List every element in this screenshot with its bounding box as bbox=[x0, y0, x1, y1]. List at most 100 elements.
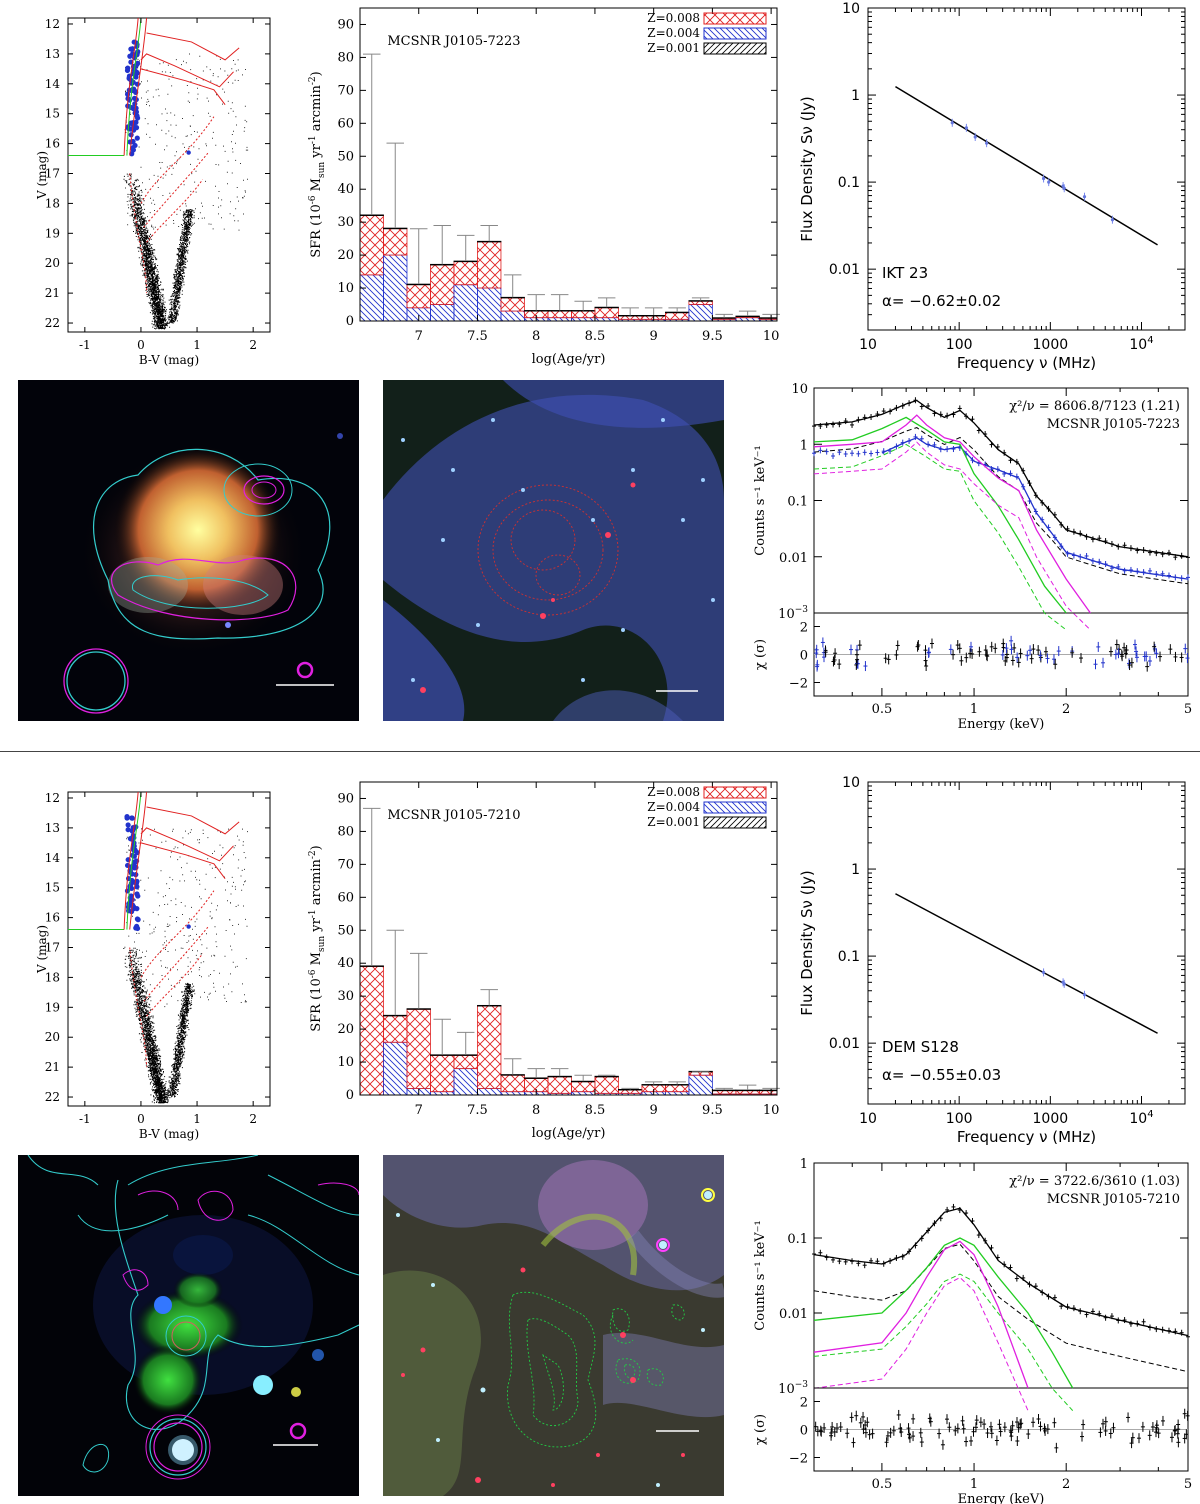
chart-title: MCSNR J0105-7223 bbox=[387, 34, 520, 49]
isochrone-dashed bbox=[143, 152, 209, 228]
sfr-bar bbox=[618, 1088, 643, 1091]
blue-star-point bbox=[130, 121, 136, 127]
legend-swatch bbox=[703, 801, 767, 814]
sfr-bar bbox=[594, 1076, 619, 1094]
x-tick-label: 7 bbox=[415, 329, 423, 344]
y-tick-label: 0.01 bbox=[829, 262, 860, 278]
y-axis-label-part: arcmin bbox=[309, 84, 324, 135]
y-tick-label: 18 bbox=[45, 196, 60, 210]
blue-star-point bbox=[129, 46, 136, 52]
y-tick-label: 13 bbox=[45, 821, 60, 835]
chart-title: MCSNR J0105-7223 bbox=[1047, 417, 1180, 432]
y-axis-label-part: -6 bbox=[308, 195, 318, 204]
x-tick-label: 8.5 bbox=[585, 1103, 606, 1118]
sfr-bar bbox=[477, 241, 502, 289]
y-axis-label-part: M bbox=[309, 178, 324, 195]
y-axis-label-part: -2 bbox=[308, 76, 318, 85]
fit-line bbox=[895, 893, 1158, 1034]
y-tick-label: 15 bbox=[45, 881, 60, 895]
blue-star-point bbox=[129, 139, 135, 145]
y-tick-label: 21 bbox=[45, 1060, 60, 1074]
isochrone-green bbox=[126, 17, 142, 156]
source-name: DEM S128 bbox=[882, 1038, 959, 1056]
y-tick-label: 22 bbox=[45, 316, 60, 330]
y-tick-label: 60 bbox=[337, 890, 354, 905]
y-tick-label: 80 bbox=[337, 824, 354, 839]
radio-plot-2: 10 100 1000 104 0.01 0.1 1 10 Frequency ν (MHz) F… bbox=[798, 775, 1186, 1146]
isochrone-red bbox=[123, 791, 139, 930]
sfr-bar bbox=[500, 297, 525, 312]
y-tick-label: 10 bbox=[842, 1, 860, 17]
isochrone-red bbox=[129, 791, 148, 930]
y-tick-label: −2 bbox=[789, 1452, 808, 1467]
y-tick-label: 90 bbox=[337, 791, 354, 806]
x-tick-label: 9 bbox=[650, 329, 658, 344]
x-tick-label: 1 bbox=[970, 702, 978, 717]
data-point bbox=[1047, 180, 1051, 184]
sfr-bar bbox=[383, 254, 408, 322]
y-tick-label: 40 bbox=[337, 956, 354, 971]
y-axis-label-part: M bbox=[309, 952, 324, 969]
y-tick-label: 10−3 bbox=[778, 1380, 808, 1397]
isochrone-red bbox=[140, 827, 234, 862]
x-tick-label: 10 bbox=[859, 337, 877, 353]
x-tick-label: 0 bbox=[137, 1112, 145, 1126]
xray-composite-image-2 bbox=[18, 1155, 359, 1496]
sfr-plot-1: 7 7.5 8 8.5 9 9.5 10 0 10 20 30 40 50 60 70 80 90 log(Age… bbox=[308, 7, 780, 367]
x-tick-label: 0.5 bbox=[872, 702, 893, 717]
sfr-bar bbox=[547, 310, 572, 319]
y-axis-label-part: yr bbox=[309, 917, 324, 935]
model-line bbox=[813, 1240, 1029, 1389]
x-tick-label: 0 bbox=[137, 338, 145, 352]
sfr-bar bbox=[406, 1008, 431, 1089]
blue-star-point bbox=[134, 135, 140, 141]
x-tick-label: 7 bbox=[415, 1103, 423, 1118]
blue-star-point bbox=[131, 865, 138, 871]
sfr-bar bbox=[383, 228, 408, 256]
plot-frame bbox=[867, 7, 1186, 331]
sfr-bar bbox=[453, 284, 478, 322]
y-axis-label: SFR (10-6 Msun yr-1 arcmin-2) bbox=[308, 845, 327, 1032]
residual-axis-label: χ (σ) bbox=[753, 1414, 768, 1445]
y-tick-label: 50 bbox=[337, 149, 354, 164]
sfr-bar bbox=[594, 1075, 619, 1078]
y-tick-label: 30 bbox=[337, 215, 354, 230]
data-point bbox=[950, 121, 954, 125]
sfr-bar bbox=[688, 300, 713, 302]
y-tick-label: 22 bbox=[45, 1090, 60, 1104]
sfr-bar bbox=[758, 1090, 778, 1095]
sfr-bar bbox=[571, 1080, 596, 1083]
legend-swatch bbox=[703, 12, 767, 25]
y-tick-label: 40 bbox=[337, 182, 354, 197]
xray-composite-image-1 bbox=[18, 380, 359, 721]
radio-plot-1: 10 100 1000 104 0.01 0.1 1 10 Frequency ν (MHz) F… bbox=[798, 1, 1186, 372]
blue-star-point bbox=[131, 859, 138, 865]
blue-star-point bbox=[133, 74, 139, 80]
sfr-bar bbox=[477, 1088, 502, 1096]
model-line bbox=[813, 414, 1091, 614]
sfr-bar bbox=[758, 1089, 778, 1092]
sfr-bar bbox=[406, 283, 431, 286]
x-tick-label: 5 bbox=[1184, 1477, 1192, 1492]
data-point bbox=[1041, 970, 1046, 974]
x-axis-label: log(Age/yr) bbox=[532, 1126, 606, 1141]
sfr-bar bbox=[477, 1005, 502, 1089]
sfr-bar bbox=[359, 214, 384, 216]
sfr-bar bbox=[665, 311, 690, 314]
x-tick-label: 2 bbox=[1062, 1477, 1070, 1492]
chart-title: MCSNR J0105-7210 bbox=[387, 808, 520, 823]
y-tick-label: 1 bbox=[851, 862, 860, 878]
x-tick-label: 10 bbox=[763, 329, 780, 344]
x-tick-label: 1000 bbox=[1033, 1111, 1069, 1127]
y-tick-label: 21 bbox=[45, 286, 60, 300]
sfr-bar bbox=[571, 1081, 596, 1093]
isochrone-dashed bbox=[146, 179, 204, 243]
y-tick-label: 30 bbox=[337, 989, 354, 1004]
sfr-bar bbox=[547, 1075, 572, 1078]
y-axis-label: Counts s⁻¹ keV⁻¹ bbox=[753, 1220, 768, 1330]
sfr-bar bbox=[711, 317, 737, 319]
sfr-bar bbox=[430, 304, 455, 322]
x-tick-label: 104 bbox=[1129, 1109, 1153, 1127]
